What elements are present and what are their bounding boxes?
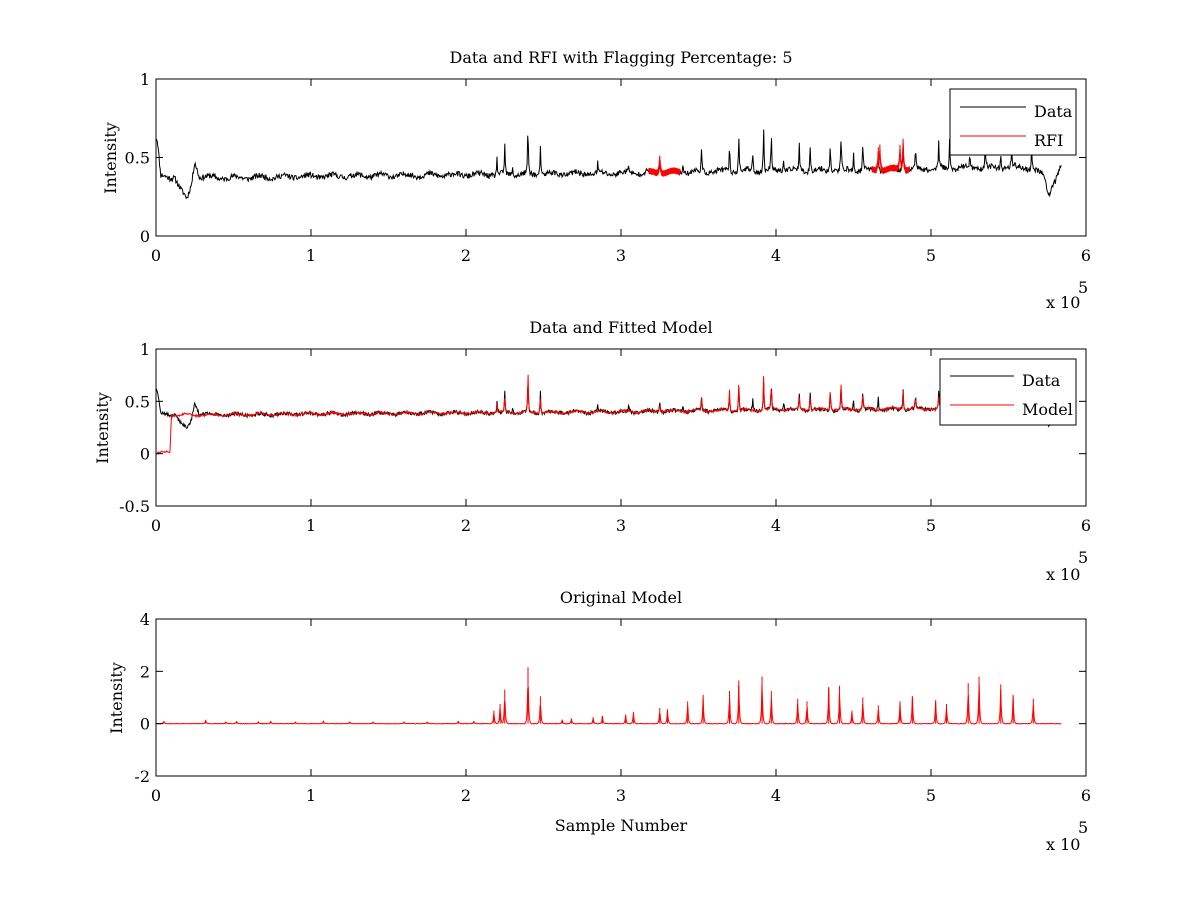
series-data-line: [156, 129, 1062, 200]
x-tick-label: 1: [306, 246, 316, 265]
series-original-model-line: [156, 684, 1062, 725]
x-tick-label: 5: [926, 246, 936, 265]
x-tick-label: 4: [771, 786, 781, 805]
x-exponent-label: x 10: [1046, 565, 1080, 584]
y-tick-label: 0.5: [125, 149, 150, 168]
y-axis-title: Intensity: [107, 662, 126, 734]
legend: Data Model: [939, 358, 1077, 426]
legend-box: [949, 88, 1077, 156]
plot-panel-fitted: Data and Fitted Model Intensity 0 1 2 3 4 5 6 -…: [93, 318, 1091, 584]
legend-label-model: Model: [1022, 400, 1073, 419]
x-exponent-power: 5: [1078, 278, 1088, 297]
x-tick-label: 0: [151, 786, 161, 805]
y-tick-label: 0.5: [125, 392, 150, 411]
x-tick-label: 3: [616, 246, 626, 265]
x-tick-label: 1: [306, 516, 316, 535]
series-model-line: [156, 374, 1025, 455]
y-axis-title: Intensity: [93, 392, 112, 464]
x-tick-label: 2: [461, 516, 471, 535]
y-tick-label: 0: [140, 227, 150, 246]
y-axis-title: Intensity: [101, 122, 120, 194]
y-tick-label: 1: [140, 70, 150, 89]
x-tick-label: 2: [461, 786, 471, 805]
legend-label-rfi: RFI: [1034, 131, 1063, 150]
y-tick-label: -0.5: [119, 497, 150, 516]
y-tick-label: 2: [140, 662, 150, 681]
x-tick-label: 0: [151, 246, 161, 265]
x-exponent-label: x 10: [1046, 293, 1080, 312]
y-tick-label: 4: [140, 610, 150, 629]
x-tick-label: 6: [1081, 246, 1091, 265]
series-rfi-line: [871, 138, 910, 174]
y-tick-label: -2: [134, 767, 150, 786]
plot-panel-rfi: Data and RFI with Flagging Percentage: 5…: [101, 48, 1091, 312]
x-tick-label: 3: [616, 786, 626, 805]
x-axis-title: Sample Number: [555, 816, 688, 835]
plot-title: Data and RFI with Flagging Percentage: 5: [449, 48, 792, 67]
x-tick-label: 4: [771, 516, 781, 535]
plot-title: Data and Fitted Model: [529, 318, 712, 337]
y-tick-label: 0: [140, 715, 150, 734]
x-tick-label: 5: [926, 786, 936, 805]
x-tick-label: 5: [926, 516, 936, 535]
series-rfi-line: [648, 155, 681, 177]
y-tick-label: 0: [140, 445, 150, 464]
y-tick-label: 1: [140, 340, 150, 359]
legend-label-data: Data: [1022, 371, 1061, 390]
x-tick-label: 6: [1081, 786, 1091, 805]
x-tick-label: 2: [461, 246, 471, 265]
x-tick-label: 3: [616, 516, 626, 535]
legend-box: [939, 358, 1077, 426]
plot-title: Original Model: [560, 588, 682, 607]
legend: Data RFI: [949, 88, 1077, 156]
x-exponent-power: 5: [1078, 818, 1088, 837]
x-tick-label: 4: [771, 246, 781, 265]
x-tick-label: 6: [1081, 516, 1091, 535]
x-exponent-label: x 10: [1046, 835, 1080, 854]
x-tick-label: 0: [151, 516, 161, 535]
x-exponent-power: 5: [1078, 548, 1088, 567]
legend-label-data: Data: [1034, 102, 1073, 121]
x-tick-label: 1: [306, 786, 316, 805]
